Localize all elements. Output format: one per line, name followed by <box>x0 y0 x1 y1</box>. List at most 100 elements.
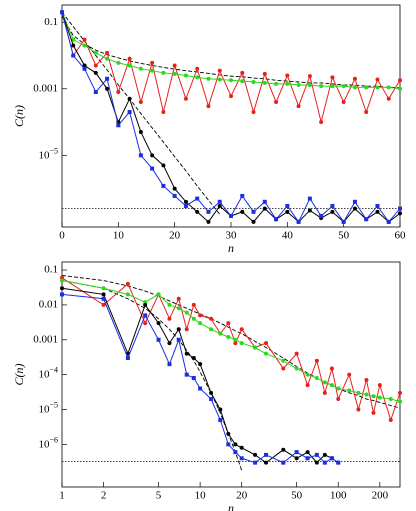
point <box>307 208 312 213</box>
point <box>305 450 310 455</box>
point <box>281 358 286 363</box>
point <box>206 209 211 214</box>
point <box>336 460 341 465</box>
point <box>161 110 166 115</box>
point <box>229 78 233 83</box>
point <box>161 70 166 75</box>
point <box>156 292 161 297</box>
point <box>150 166 155 171</box>
point <box>285 203 290 208</box>
tick-base: 10 <box>38 438 50 450</box>
point <box>364 85 369 90</box>
series-line <box>61 12 401 223</box>
point <box>82 37 87 42</box>
point <box>191 356 196 361</box>
point <box>307 74 312 79</box>
point <box>150 60 155 65</box>
x-tick-label: 10 <box>195 490 207 502</box>
point <box>209 316 214 321</box>
series-line <box>61 280 401 402</box>
point <box>183 96 188 101</box>
x-tick-label: 2 <box>101 490 107 502</box>
x-tick-label: 40 <box>282 230 294 242</box>
y-tick-label: 10−4 <box>38 365 58 380</box>
point <box>253 460 258 465</box>
point <box>60 286 64 291</box>
point <box>347 372 352 377</box>
y-tick-label: 10−5 <box>38 400 58 415</box>
point <box>262 199 267 204</box>
tick-exponent: −5 <box>49 400 58 409</box>
fit-curve <box>61 274 401 409</box>
point <box>206 219 211 224</box>
tick-base: 10 <box>38 403 50 415</box>
point <box>71 43 76 48</box>
point <box>398 399 402 404</box>
point <box>264 341 269 346</box>
point <box>388 418 393 423</box>
point <box>314 452 319 457</box>
point <box>209 397 214 402</box>
point <box>218 418 223 423</box>
y-axis-label: C(n) <box>12 364 26 386</box>
point <box>330 209 335 214</box>
point <box>330 203 335 208</box>
point <box>371 410 376 415</box>
tick-exponent: −4 <box>49 365 58 374</box>
point <box>314 376 319 381</box>
point <box>150 68 155 73</box>
point <box>105 76 110 81</box>
point <box>336 386 341 391</box>
point <box>305 383 310 388</box>
point <box>143 302 148 307</box>
point <box>172 63 177 68</box>
y-tick-label: 0.1 <box>44 16 58 28</box>
series-line <box>61 12 401 90</box>
point <box>352 85 357 90</box>
y-tick-label: 0.001 <box>33 333 58 345</box>
point <box>388 397 393 402</box>
point <box>347 388 352 393</box>
point <box>93 63 98 68</box>
point <box>82 63 87 68</box>
point <box>60 292 64 297</box>
point <box>262 206 267 211</box>
x-tick-label: 20 <box>169 230 181 242</box>
x-tick-label: 50 <box>338 230 350 242</box>
point <box>294 456 299 461</box>
point <box>294 351 299 356</box>
point <box>305 372 310 377</box>
point <box>330 75 335 80</box>
point <box>240 79 245 84</box>
point <box>330 84 335 89</box>
point <box>251 219 256 224</box>
point <box>319 84 324 89</box>
point <box>233 450 238 455</box>
point <box>172 193 177 198</box>
point <box>138 100 143 105</box>
point <box>251 110 256 115</box>
point <box>226 321 231 326</box>
point <box>322 452 327 457</box>
series-line <box>61 287 339 464</box>
point <box>229 213 233 218</box>
point <box>364 110 369 115</box>
point <box>364 378 369 383</box>
point <box>264 452 269 457</box>
y-axis-label: C(n) <box>12 105 26 127</box>
point <box>217 68 222 73</box>
point <box>176 327 181 332</box>
point <box>206 104 211 109</box>
point <box>377 395 382 400</box>
point <box>217 199 222 204</box>
point <box>329 383 334 388</box>
point <box>156 321 161 326</box>
point <box>125 292 130 297</box>
point <box>375 209 380 214</box>
fit-curve <box>61 280 243 471</box>
point <box>329 366 334 371</box>
point <box>143 300 148 305</box>
point <box>281 460 286 465</box>
point <box>375 85 380 90</box>
